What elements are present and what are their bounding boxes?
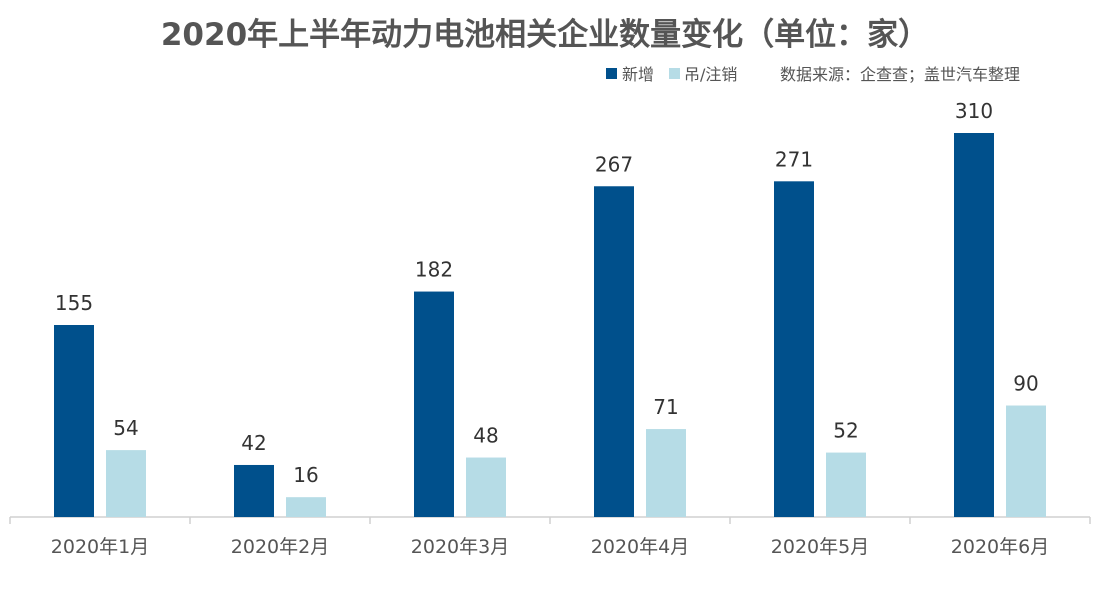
x-tick-label: 2020年1月 [51,536,149,558]
x-tick-label: 2020年2月 [231,536,329,558]
bar-new [54,325,94,517]
legend-swatch-cancelled [669,68,680,79]
bar-new [414,291,454,517]
chart-title: 2020年上半年动力电池相关企业数量变化（单位：家） [161,17,929,53]
bar-cancelled [466,457,506,517]
bar-cancelled [106,450,146,517]
bar-cancelled [826,452,866,517]
data-label: 42 [241,431,266,455]
legend-swatch-new [606,68,617,79]
x-tick-label: 2020年5月 [771,536,869,558]
x-tick-label: 2020年3月 [411,536,509,558]
data-label: 54 [113,416,138,440]
bar-cancelled [286,497,326,517]
source-note: 数据来源：企查查；盖世汽车整理 [780,65,1020,84]
data-label: 155 [55,291,93,315]
data-label: 90 [1013,372,1038,396]
x-tick-label: 2020年4月 [591,536,689,558]
data-label: 52 [833,419,858,443]
data-label: 310 [955,99,993,123]
bar-cancelled [1006,405,1046,517]
bar-new [234,464,274,517]
data-label: 16 [293,463,318,487]
legend: 新增 吊/注销 数据来源：企查查；盖世汽车整理 [606,65,1020,84]
legend-label-new: 新增 [622,65,654,84]
data-label: 267 [595,152,633,176]
data-label: 271 [775,147,813,171]
data-label: 182 [415,258,453,282]
bar-cancelled [646,429,686,517]
data-label: 48 [473,424,498,448]
legend-label-cancelled: 吊/注销 [684,65,737,84]
data-label: 71 [653,395,678,419]
bar-new [774,181,814,517]
bar-new [954,133,994,517]
bar-new [594,186,634,517]
x-tick-label: 2020年6月 [951,536,1049,558]
